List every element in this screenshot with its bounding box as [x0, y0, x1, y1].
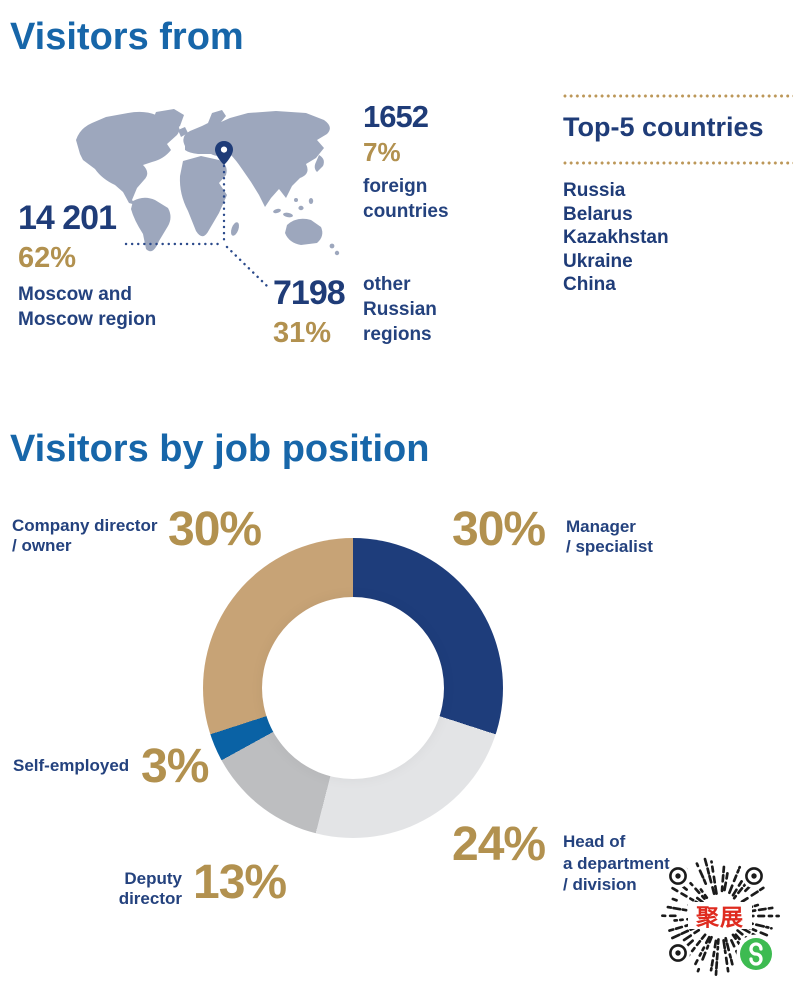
continent-australia: [285, 218, 323, 245]
continents: [76, 109, 340, 256]
dotted-separator: [563, 94, 793, 98]
donut-chart: [203, 538, 503, 838]
callout-percent-company-director: 30%: [168, 503, 262, 556]
stat-number: 7198: [273, 274, 346, 312]
location-pin-icon: [215, 141, 233, 165]
island-uk: [178, 127, 188, 137]
island-nz-north: [329, 243, 335, 249]
section-title-visitors-from: Visitors from: [10, 16, 244, 58]
island-newguinea: [308, 198, 314, 204]
country-item: Kazakhstan: [563, 227, 669, 249]
country-item: Ukraine: [563, 250, 633, 272]
qr-eye: [669, 944, 687, 962]
stat-percent: 62%: [18, 241, 77, 274]
stat-other-regions-number: 7198 31%: [273, 274, 346, 350]
stat-number: 14 201: [18, 199, 117, 237]
callout-label-manager: Manager / specialist: [566, 517, 653, 556]
island-borneo: [298, 205, 304, 211]
island-java: [283, 212, 293, 218]
callout-percent-head-department: 24%: [452, 818, 546, 871]
callout-label-company-director: Company director / owner: [12, 516, 158, 555]
dotted-separator: [563, 161, 793, 165]
callout-percent-manager: 30%: [452, 503, 546, 556]
section-title-job-position: Visitors by job position: [10, 428, 430, 470]
qr-center-text: 聚展: [695, 904, 744, 930]
island-nz-south: [334, 250, 340, 256]
island-sumatra: [273, 208, 281, 214]
stat-label: Moscow and Moscow region: [18, 283, 157, 330]
callout-percent-self-employed: 3%: [141, 740, 209, 793]
callout-label-self-employed: Self-employed: [13, 756, 130, 775]
qr-eye: [745, 867, 763, 885]
stat-percent: 7%: [363, 137, 401, 168]
island-madagascar: [231, 222, 239, 236]
island-japan: [314, 155, 324, 172]
country-item: Russia: [563, 180, 626, 201]
qr-eye: [669, 867, 687, 885]
island-philippines: [294, 198, 298, 202]
top5-title: Top-5 countries: [563, 112, 764, 142]
country-item: China: [563, 274, 616, 296]
callout-label-deputy-director: Deputy director: [118, 869, 182, 908]
stat-other-regions-label: other Russian regions: [363, 274, 437, 345]
dotted-connector-lines: [124, 164, 269, 288]
country-item: Belarus: [563, 203, 633, 225]
callout-percent-deputy-director: 13%: [193, 856, 287, 909]
stat-moscow: 14 201 62% Moscow and Moscow region: [18, 200, 156, 332]
continent-eurasia: [183, 110, 330, 207]
qr-code: 聚展: [650, 845, 800, 997]
callout-label-head-department: Head of a department / division: [563, 832, 670, 894]
stat-foreign-countries: 1652 7% foreign countries: [363, 100, 449, 224]
stat-percent: 31%: [273, 316, 332, 349]
continent-north-america: [76, 111, 180, 205]
stat-label: foreign countries: [363, 176, 449, 223]
continent-africa: [179, 156, 227, 237]
stat-number: 1652: [363, 99, 429, 134]
qr-sunburst: 聚展: [661, 857, 780, 976]
continent-south-america: [131, 197, 171, 252]
continent-greenland: [153, 109, 184, 134]
top5-countries-panel: Top-5 countries Russia Belarus Kazakhsta…: [563, 94, 793, 297]
country-list: Russia Belarus Kazakhstan Ukraine China: [563, 179, 793, 297]
world-map: [76, 109, 340, 288]
